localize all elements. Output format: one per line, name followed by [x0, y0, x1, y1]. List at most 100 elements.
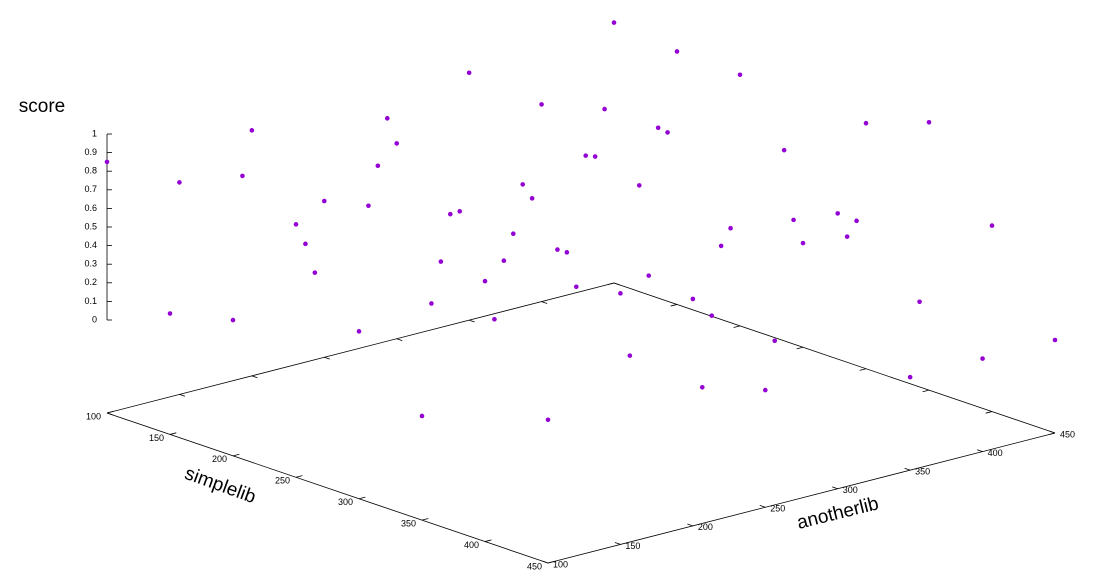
x-tick	[295, 475, 303, 478]
point	[665, 130, 670, 135]
point	[249, 128, 255, 133]
point	[791, 217, 796, 223]
point	[394, 141, 400, 146]
y-tick	[904, 467, 911, 471]
point	[529, 196, 535, 201]
x-tick-mirror	[607, 282, 615, 286]
point	[611, 20, 617, 25]
x-tick	[232, 453, 240, 457]
point	[781, 147, 787, 153]
back-edge	[106, 282, 615, 414]
x-tick	[169, 432, 177, 435]
point	[438, 259, 444, 264]
point	[917, 299, 922, 305]
point	[366, 203, 371, 209]
point	[356, 329, 362, 334]
y-tick-mirror	[541, 301, 548, 304]
point	[492, 316, 497, 322]
point	[728, 225, 733, 231]
point	[230, 317, 236, 323]
point	[618, 291, 623, 296]
x-tick-label: 300	[338, 497, 353, 507]
point	[583, 153, 589, 158]
z-tick-label: 0.9	[84, 147, 97, 157]
x-tick-label: 450	[527, 561, 542, 571]
point	[573, 284, 579, 290]
y-tick-label: 150	[625, 541, 640, 551]
point	[800, 240, 806, 246]
y-tick-mirror	[324, 356, 330, 360]
z-axis-label: score	[19, 96, 65, 117]
x-tick	[484, 539, 492, 542]
back-edge	[613, 282, 1056, 434]
y-tick-mirror	[106, 412, 113, 416]
z-tick-label: 1	[92, 128, 97, 138]
y-tick	[976, 449, 983, 452]
point	[564, 250, 570, 255]
x-axis-line	[106, 412, 549, 564]
point	[718, 243, 724, 249]
x-tick-label: 350	[401, 519, 416, 529]
point	[926, 120, 932, 125]
point	[592, 154, 598, 159]
y-tick	[687, 523, 693, 527]
y-tick-mirror	[469, 319, 475, 323]
point	[447, 211, 453, 217]
z-tick-label: 0.5	[84, 221, 97, 231]
y-tick-label: 200	[698, 522, 713, 532]
y-tick-label: 250	[770, 504, 785, 514]
point	[482, 278, 488, 284]
point	[1052, 337, 1058, 343]
x-tick-mirror	[733, 325, 741, 328]
point	[602, 106, 607, 112]
z-tick-label: 0.2	[84, 277, 97, 287]
y-tick-mirror	[613, 282, 620, 286]
x-tick-mirror	[922, 389, 930, 393]
y-tick-mirror	[179, 394, 186, 397]
x-tick-label: 400	[464, 540, 479, 550]
point	[980, 356, 985, 361]
z-tick-label: 0.8	[84, 166, 97, 176]
z-tick-label: 0.1	[84, 296, 97, 306]
y-axis-line	[547, 432, 1056, 564]
point	[555, 247, 560, 252]
point	[501, 258, 507, 263]
x-tick-label: 200	[212, 454, 227, 464]
point	[293, 222, 299, 227]
y-tick-mirror	[396, 338, 403, 341]
x-tick-label: 100	[86, 411, 101, 421]
point	[863, 120, 869, 126]
point	[655, 125, 661, 131]
point	[104, 159, 110, 165]
point	[429, 301, 434, 306]
point	[466, 70, 472, 76]
point	[646, 273, 652, 278]
point	[762, 387, 768, 393]
point	[419, 413, 425, 419]
y-tick-label: 400	[988, 448, 1003, 458]
point	[177, 180, 182, 185]
point	[674, 49, 680, 54]
point	[835, 211, 841, 216]
z-tick-label: 0.7	[84, 184, 97, 194]
point	[384, 116, 390, 121]
x-axis-label: simplelib	[182, 463, 259, 508]
y-tick-label: 350	[915, 467, 930, 477]
point	[321, 198, 327, 204]
point	[772, 338, 778, 344]
x-tick	[547, 560, 555, 564]
x-tick-mirror	[859, 368, 867, 371]
y-axis-label: anotherlib	[795, 493, 881, 534]
z-tick-label: 0.4	[84, 240, 97, 250]
z-tick-label: 0	[92, 314, 97, 324]
point	[375, 163, 381, 169]
x-tick	[421, 518, 429, 521]
point	[545, 417, 551, 423]
z-tick-label: 0.3	[84, 259, 97, 269]
y-tick-label: 450	[1060, 429, 1075, 439]
point	[457, 209, 463, 214]
y-tick	[542, 560, 549, 564]
point	[312, 270, 318, 275]
y-tick-label: 100	[553, 559, 568, 569]
